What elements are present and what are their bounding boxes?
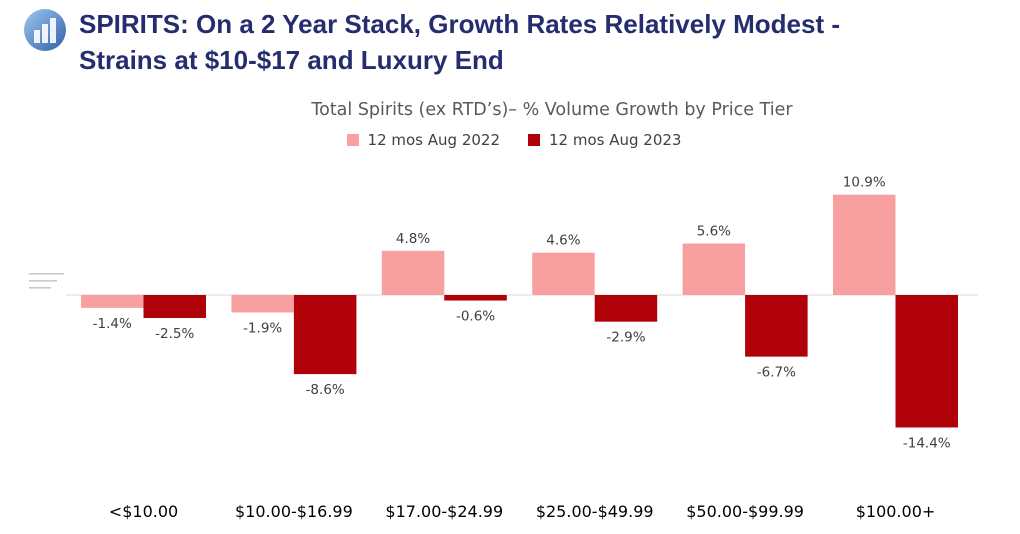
bar-2023-1	[293, 295, 357, 375]
category-label-0: <$10.00	[109, 502, 178, 521]
bar-2023-5	[895, 295, 958, 428]
data-label-2022-0: -1.4%	[93, 316, 132, 332]
chart-legend: 12 mos Aug 2022 12 mos Aug 2023	[0, 131, 1020, 149]
bar-2022-2	[381, 250, 445, 295]
legend-swatch-2022	[346, 134, 359, 146]
legend-item-2022: 12 mos Aug 2022	[346, 131, 500, 149]
company-logo	[24, 9, 66, 51]
bar-2022-4	[682, 243, 746, 295]
bar-2023-3	[594, 295, 658, 322]
bar-2022-3	[532, 252, 595, 295]
bar-2023-4	[745, 295, 808, 357]
page-title-line-1: SPIRITS: On a 2 Year Stack, Growth Rates…	[79, 9, 840, 39]
data-label-2022-4: 5.6%	[697, 223, 731, 239]
data-label-2022-1: -1.9%	[243, 320, 282, 336]
chart-title: Total Spirits (ex RTD’s)– % Volume Growt…	[311, 100, 793, 120]
data-label-2022-3: 4.6%	[546, 233, 580, 249]
legend-label-2023: 12 mos Aug 2023	[549, 131, 682, 149]
bar-2023-2	[444, 295, 507, 301]
bar-2022-1	[231, 295, 294, 313]
data-label-2023-1: -8.6%	[306, 382, 345, 398]
hamburger-menu-icon[interactable]	[29, 272, 64, 292]
legend-label-2022: 12 mos Aug 2022	[367, 131, 500, 149]
page-title-line-2: Strains at $10-$17 and Luxury End	[79, 45, 504, 75]
category-label-1: $10.00-$16.99	[235, 502, 353, 521]
data-label-2023-2: -0.6%	[456, 309, 495, 325]
category-label-5: $100.00+	[856, 502, 936, 521]
legend-swatch-2023	[528, 134, 540, 146]
legend-item-2023: 12 mos Aug 2023	[528, 131, 681, 149]
bar-2023-0	[143, 295, 206, 318]
data-label-2022-5: 10.9%	[843, 175, 886, 191]
data-label-2023-0: -2.5%	[155, 326, 194, 342]
category-label-2: $17.00-$24.99	[385, 502, 503, 521]
data-label-2023-4: -6.7%	[757, 365, 796, 381]
bar-2022-5	[833, 194, 896, 295]
category-label-4: $50.00-$99.99	[686, 502, 804, 521]
bar-2022-0	[81, 295, 144, 308]
data-label-2023-3: -2.9%	[606, 330, 645, 346]
page-title: SPIRITS: On a 2 Year Stack, Growth Rates…	[79, 6, 999, 78]
data-label-2022-2: 4.8%	[396, 231, 430, 247]
data-label-2023-5: -14.4%	[903, 435, 951, 451]
category-label-3: $25.00-$49.99	[536, 502, 654, 521]
